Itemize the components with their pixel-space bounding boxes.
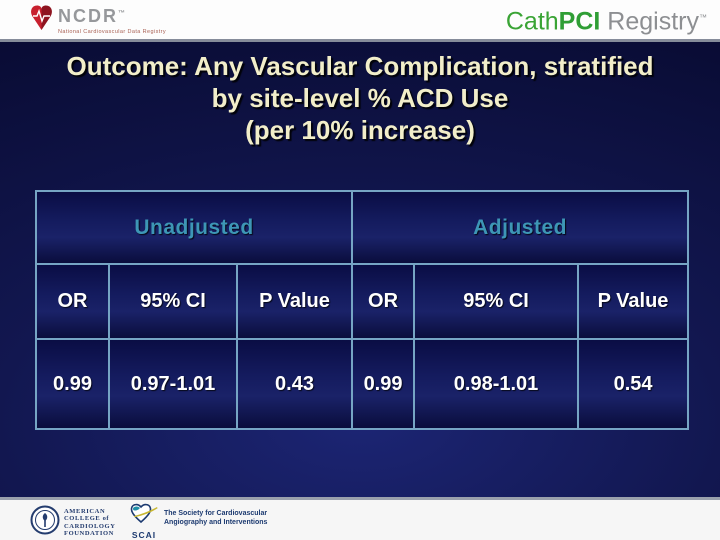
group-header-unadjusted: Unadjusted	[34, 190, 354, 265]
slide-title-line-1: Outcome: Any Vascular Complication, stra…	[66, 51, 654, 81]
scai-mark: SCAI	[130, 503, 158, 540]
scai-logo: SCAI The Society for Cardiovascular Angi…	[130, 503, 267, 540]
cathpci-trademark: ™	[699, 12, 707, 22]
slide-title: Outcome: Any Vascular Complication, stra…	[0, 50, 720, 146]
scai-tagline: The Society for Cardiovascular Angiograp…	[164, 510, 267, 527]
ncdr-trademark: ™	[118, 10, 125, 17]
table-column-header-row: OR 95% CI P Value OR 95% CI P Value	[35, 263, 690, 340]
results-table: Unadjusted Adjusted OR 95% CI P Value OR…	[34, 190, 690, 430]
ncdr-wordmark: NCDR™ National Cardiovascular Data Regis…	[58, 4, 166, 35]
value-ci-adjusted: 0.98-1.01	[413, 338, 580, 430]
value-ci-unadjusted: 0.97-1.01	[108, 338, 238, 430]
value-or-unadjusted: 0.99	[35, 338, 110, 430]
acc-line-4: FOUNDATION	[64, 530, 114, 537]
column-header-pvalue-adjusted: P Value	[577, 263, 690, 340]
slide-title-line-2: by site-level % ACD Use	[211, 83, 509, 113]
table-data-row: 0.99 0.97-1.01 0.43 0.99 0.98-1.01 0.54	[35, 338, 690, 430]
acc-line-3: CARDIOLOGY	[64, 522, 116, 530]
group-header-adjusted: Adjusted	[351, 190, 690, 265]
column-header-pvalue-unadjusted: P Value	[235, 263, 354, 340]
cathpci-registry-logo: CathPCI Registry™	[506, 5, 707, 34]
top-logo-bar: NCDR™ National Cardiovascular Data Regis…	[0, 0, 720, 42]
scai-heart-icon	[130, 503, 158, 532]
value-or-adjusted: 0.99	[351, 338, 416, 430]
value-pvalue-adjusted: 0.54	[577, 338, 690, 430]
scai-tagline-line-1: The Society for Cardiovascular	[164, 510, 268, 517]
ncdr-name: NCDR™	[58, 6, 125, 26]
acc-line-2: COLLEGE of	[64, 515, 110, 522]
acc-line-1: AMERICAN	[64, 507, 106, 515]
column-header-or-unadjusted: OR	[35, 263, 110, 340]
cathpci-registry-text: Registry	[600, 7, 699, 35]
value-pvalue-unadjusted: 0.43	[235, 338, 354, 430]
acc-seal-icon	[30, 505, 60, 540]
cathpci-cath-text: Cath	[505, 7, 559, 35]
acc-foundation-logo: AMERICAN COLLEGE of CARDIOLOGY FOUNDATIO…	[30, 505, 116, 540]
ncdr-logo: NCDR™ National Cardiovascular Data Regis…	[30, 4, 166, 39]
ncdr-heart-icon	[30, 4, 53, 39]
column-header-ci-adjusted: 95% CI	[413, 263, 580, 340]
column-header-or-adjusted: OR	[351, 263, 416, 340]
ncdr-tagline: National Cardiovascular Data Registry	[58, 29, 167, 35]
footer-logo-bar: AMERICAN COLLEGE of CARDIOLOGY FOUNDATIO…	[0, 497, 720, 540]
slide-title-line-3: (per 10% increase)	[245, 115, 475, 145]
table-group-header-row: Unadjusted Adjusted	[34, 190, 690, 265]
cathpci-pci-text: PCI	[558, 7, 601, 35]
scai-tagline-line-2: Angiography and Interventions	[164, 518, 268, 526]
column-header-ci-unadjusted: 95% CI	[108, 263, 238, 340]
acc-text-block: AMERICAN COLLEGE of CARDIOLOGY FOUNDATIO…	[64, 508, 116, 538]
scai-abbr: SCAI	[131, 530, 157, 540]
